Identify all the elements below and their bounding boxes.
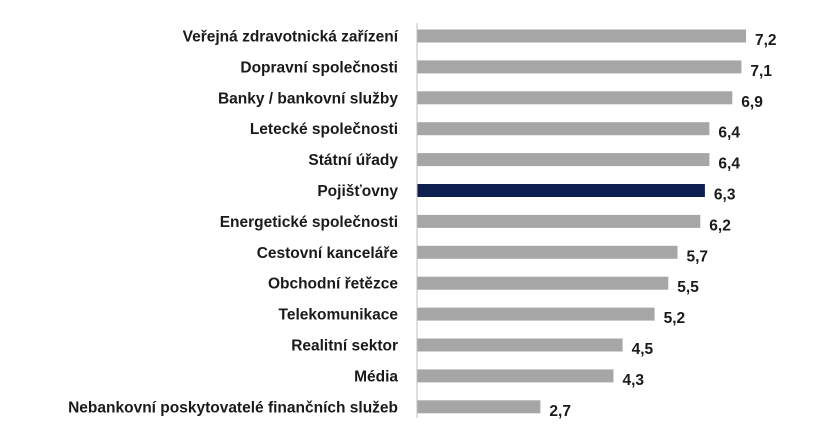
category-label-9: Telekomunikace <box>279 307 399 324</box>
category-label-7: Cestovní kanceláře <box>257 245 399 262</box>
value-label-4: 6,4 <box>718 156 740 173</box>
bar-1 <box>417 60 742 74</box>
category-label-5: Pojišťovny <box>317 183 398 200</box>
value-label-0: 7,2 <box>755 32 777 49</box>
value-label-11: 4,3 <box>623 372 645 389</box>
value-label-12: 2,7 <box>549 403 571 420</box>
bar-0 <box>417 29 746 43</box>
bar-2 <box>417 91 733 105</box>
category-label-8: Obchodní řetězce <box>268 276 398 293</box>
value-label-10: 4,5 <box>632 341 654 358</box>
category-label-1: Dopravní společnosti <box>240 59 398 76</box>
value-label-2: 6,9 <box>741 94 763 111</box>
bar-3 <box>417 122 710 136</box>
bar-9 <box>417 307 655 321</box>
value-label-6: 6,2 <box>709 217 731 234</box>
category-label-0: Veřejná zdravotnická zařízení <box>183 29 399 46</box>
category-label-12: Nebankovní poskytovatelé finančních služ… <box>68 399 398 416</box>
category-label-3: Letecké společnosti <box>250 121 398 138</box>
value-label-5: 6,3 <box>714 187 736 204</box>
bar-8 <box>417 276 669 290</box>
bar-6 <box>417 214 701 228</box>
category-label-4: Státní úřady <box>308 152 398 169</box>
category-labels: Veřejná zdravotnická zařízení Dopravní sp… <box>68 29 399 417</box>
bar-12 <box>417 400 541 414</box>
category-label-2: Banky / bankovní služby <box>218 90 398 107</box>
category-label-6: Energetické společnosti <box>220 214 398 231</box>
bar-4 <box>417 153 710 167</box>
bar-11 <box>417 369 614 383</box>
bar-10 <box>417 338 623 352</box>
category-label-10: Realitní sektor <box>291 338 398 355</box>
category-label-11: Média <box>354 368 398 385</box>
bar-7 <box>417 245 678 259</box>
value-label-1: 7,1 <box>750 63 772 80</box>
value-labels: 7,27,16,96,46,46,36,25,75,55,24,54,32,7 <box>549 32 776 420</box>
value-label-3: 6,4 <box>718 125 740 142</box>
value-label-7: 5,7 <box>687 248 709 265</box>
value-label-9: 5,2 <box>664 310 686 327</box>
bars-layer <box>417 29 746 414</box>
bar-5 <box>417 184 705 197</box>
value-label-8: 5,5 <box>677 279 699 296</box>
